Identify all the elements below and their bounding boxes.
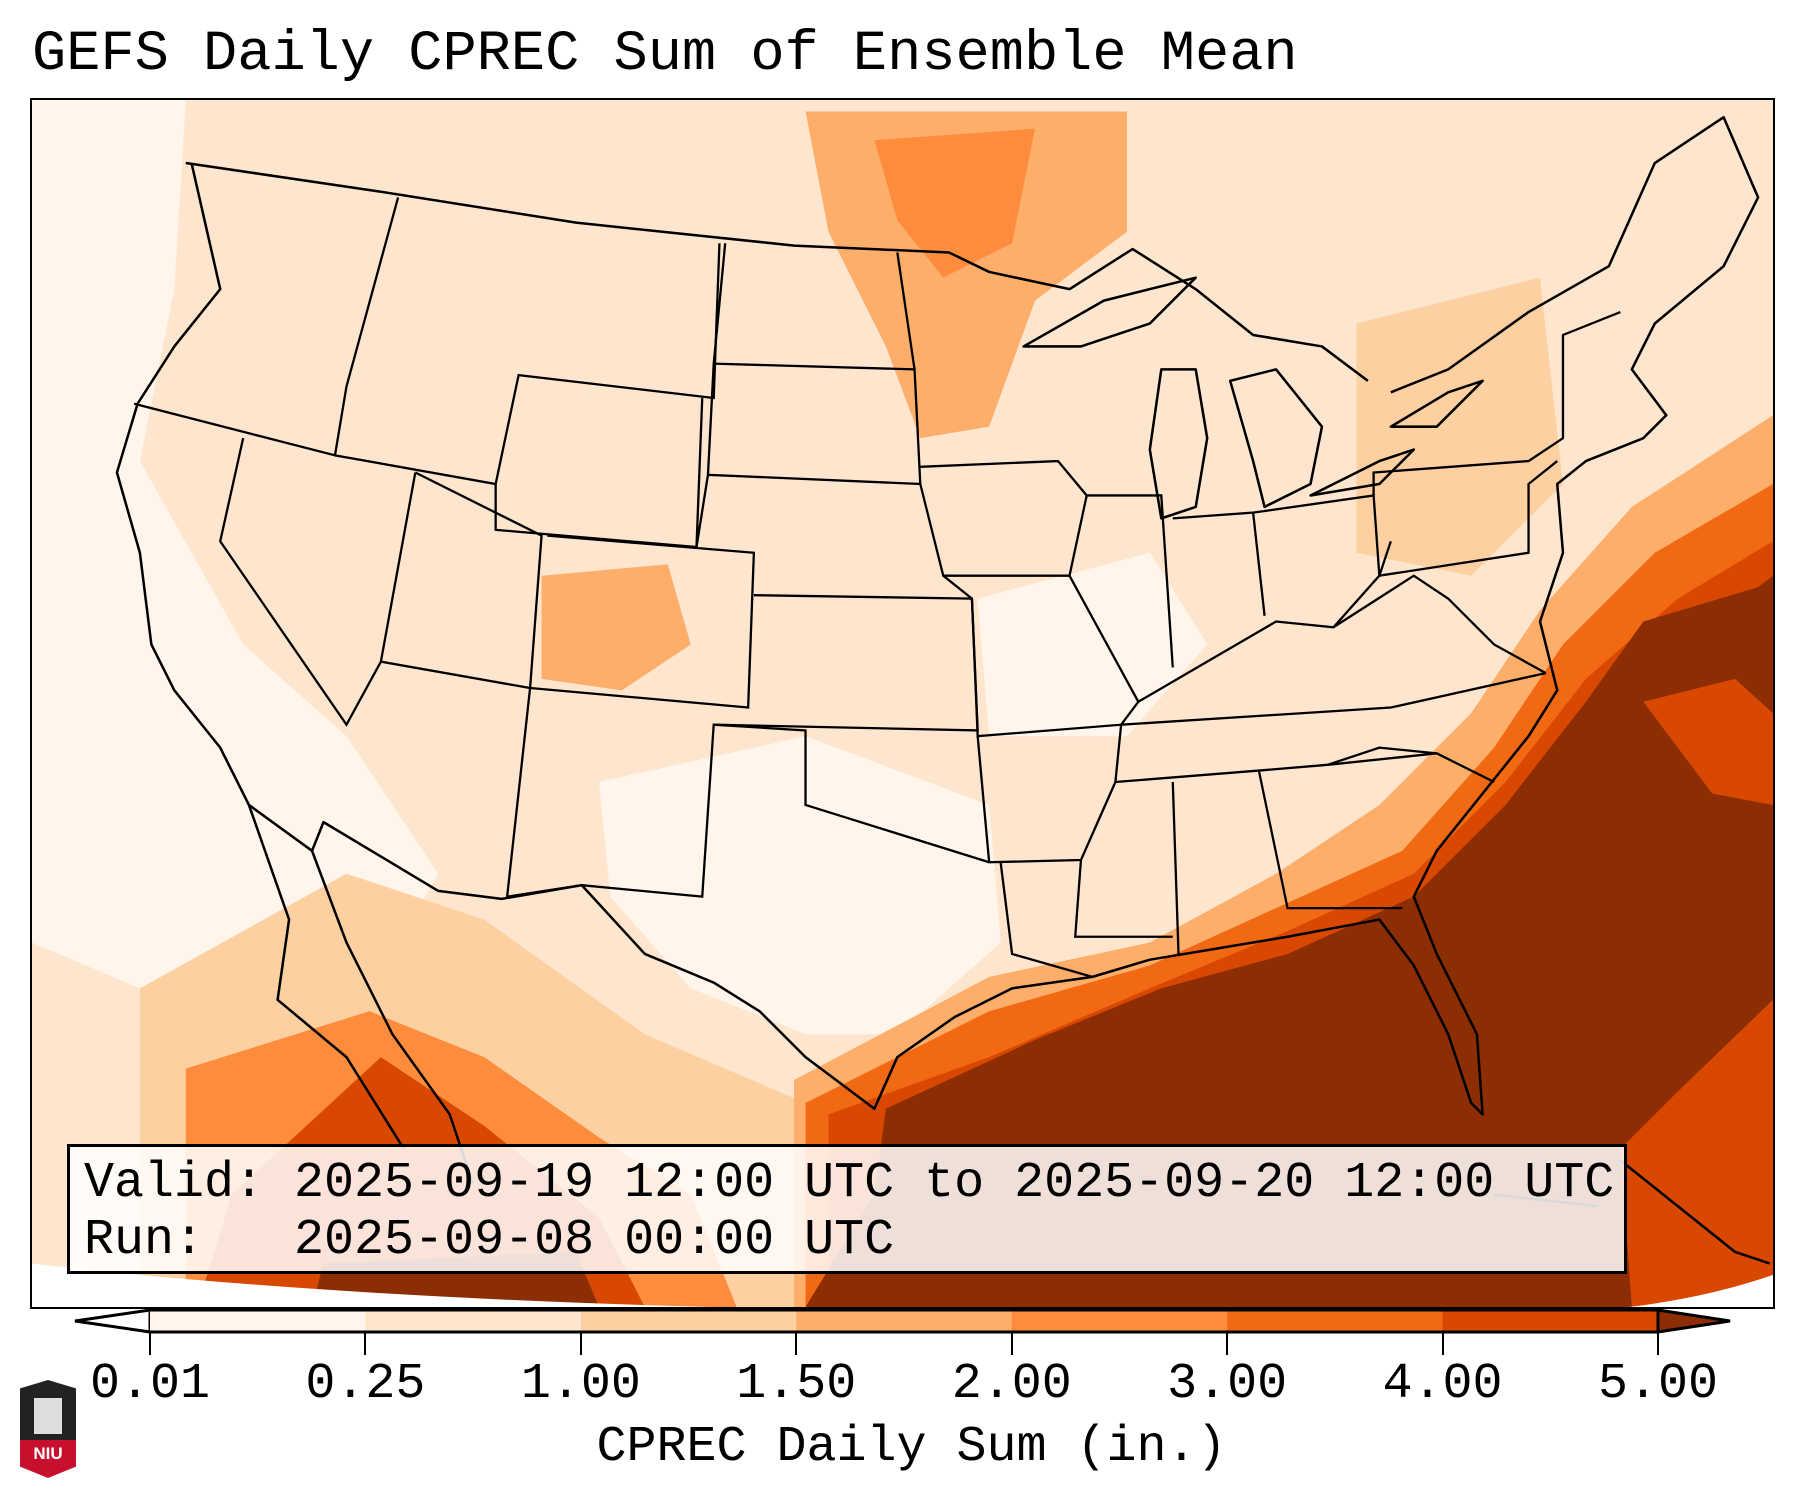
colorbar-bin	[1442, 1310, 1659, 1332]
colorbar-tick-label: 0.01	[89, 1356, 211, 1413]
map-title: GEFS Daily CPREC Sum of Ensemble Mean	[32, 23, 1298, 87]
colorbar-tick-label: 2.00	[951, 1356, 1072, 1413]
colorbar-label: CPREC Daily Sum (in.)	[596, 1419, 1227, 1476]
colorbar-tick	[1441, 1333, 1444, 1355]
colorbar-tick-label: 1.50	[736, 1356, 857, 1413]
logo-text: NIU	[20, 1440, 76, 1478]
state-borders	[133, 197, 1621, 978]
precipitation-map: Valid: 2025-09-19 12:00 UTC to 2025-09-2…	[30, 98, 1775, 1309]
colorbar-tick	[1010, 1333, 1013, 1355]
light-precip-west	[32, 100, 439, 1035]
colorbar-tick-label: 4.00	[1382, 1356, 1503, 1413]
colorbar-tick	[1657, 1333, 1659, 1355]
logo-building	[34, 1398, 62, 1434]
great-lakes	[1022, 276, 1484, 520]
colorbar-tick-label: 3.00	[1167, 1356, 1288, 1413]
light-precip-midwest	[977, 552, 1208, 737]
moderate-precip-colorado	[541, 564, 691, 691]
colorbar-bin	[580, 1310, 797, 1332]
colorbar-tick	[579, 1333, 582, 1355]
colorbar-bin	[150, 1310, 366, 1332]
colorbar-under-triangle	[74, 1308, 152, 1334]
colorbar-bin	[1227, 1310, 1444, 1332]
projection-edge-sw	[32, 1263, 709, 1307]
colorbar-canvas	[74, 1308, 1731, 1334]
precip-southeast-max	[805, 575, 1773, 1307]
precip-atlantic-orange	[1643, 678, 1773, 805]
run-time-text: Run: 2025-09-08 00:00 UTC	[84, 1212, 895, 1269]
colorbar-tick-label: 5.00	[1597, 1356, 1719, 1413]
colorbar-bin	[796, 1310, 1013, 1332]
colorbar	[70, 1306, 1735, 1342]
colorbar-tick	[795, 1333, 798, 1355]
map-canvas	[32, 100, 1773, 1307]
light-precip-texas	[598, 736, 1001, 1035]
colorbar-tick	[1226, 1333, 1229, 1355]
colorbar-over-triangle	[1656, 1308, 1731, 1334]
mexico-coast	[247, 804, 474, 1184]
colorbar-bin	[1011, 1310, 1228, 1332]
colorbar-tick-label: 0.25	[305, 1356, 426, 1413]
colorbar-tick-label: 1.00	[520, 1356, 641, 1413]
colorbar-tick	[149, 1333, 151, 1355]
valid-time-box: Valid: 2025-09-19 12:00 UTC to 2025-09-2…	[67, 1144, 1627, 1274]
colorbar-tick	[364, 1333, 367, 1355]
niu-logo: NIU	[20, 1380, 76, 1478]
canada-border	[185, 161, 1369, 382]
moderate-precip-plains-core	[874, 128, 1036, 278]
light-precip-northeast	[1356, 277, 1563, 576]
projection-edge-se	[1629, 1274, 1773, 1307]
moderate-precip-plains	[805, 111, 1127, 439]
colorbar-bin	[365, 1310, 582, 1332]
valid-time-text: Valid: 2025-09-19 12:00 UTC to 2025-09-2…	[84, 1155, 1615, 1212]
